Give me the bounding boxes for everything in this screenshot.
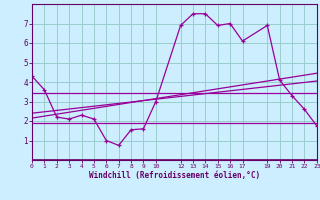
X-axis label: Windchill (Refroidissement éolien,°C): Windchill (Refroidissement éolien,°C) <box>89 171 260 180</box>
